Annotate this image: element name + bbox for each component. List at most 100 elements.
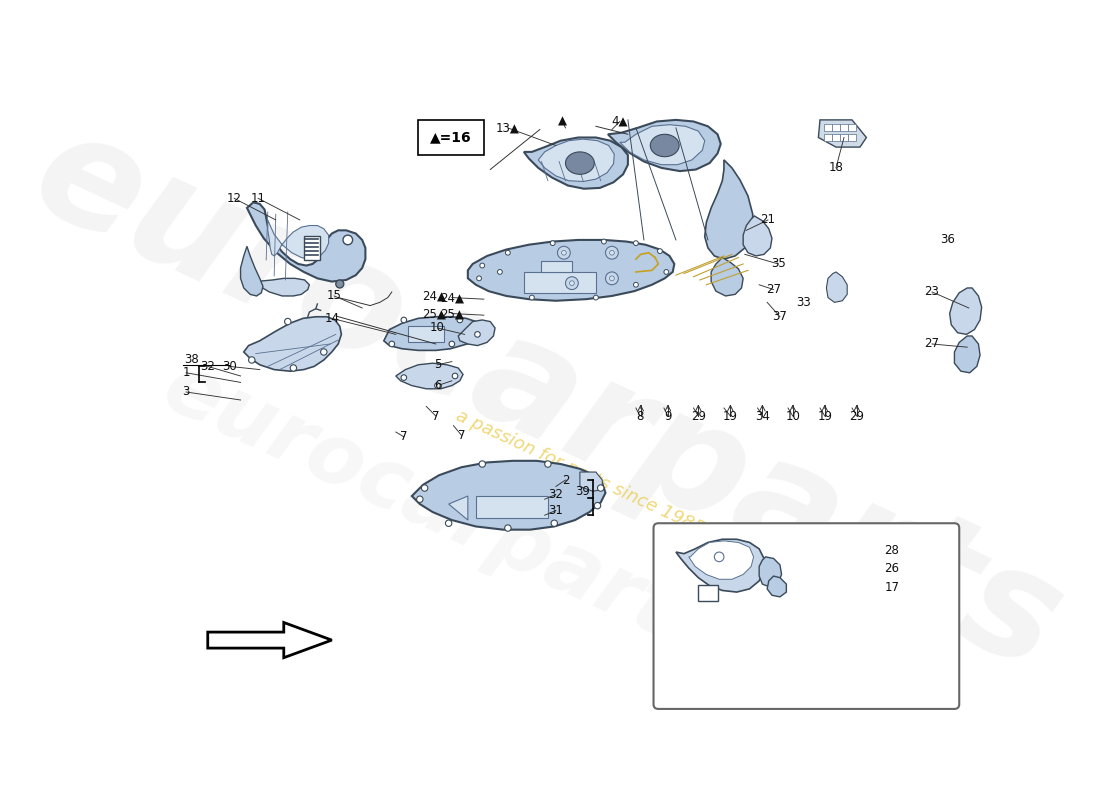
Polygon shape [267, 220, 329, 259]
Polygon shape [705, 160, 752, 259]
FancyBboxPatch shape [653, 523, 959, 709]
Circle shape [476, 276, 482, 281]
Circle shape [402, 374, 407, 380]
Polygon shape [304, 236, 320, 260]
Circle shape [421, 485, 428, 491]
Text: 25▲: 25▲ [440, 307, 464, 320]
Text: 28: 28 [884, 544, 900, 557]
Circle shape [594, 502, 601, 509]
Polygon shape [955, 336, 980, 373]
Text: 31: 31 [549, 504, 563, 517]
Polygon shape [384, 317, 484, 350]
Circle shape [597, 485, 604, 491]
Text: 8: 8 [636, 410, 644, 422]
Text: 25▲: 25▲ [422, 307, 447, 320]
Circle shape [506, 250, 510, 255]
Polygon shape [256, 278, 309, 296]
Circle shape [565, 277, 579, 290]
Text: 33: 33 [796, 296, 812, 309]
Circle shape [609, 276, 614, 281]
Circle shape [634, 282, 638, 287]
Polygon shape [538, 139, 614, 182]
Polygon shape [744, 216, 772, 256]
Circle shape [417, 496, 424, 502]
Circle shape [550, 241, 556, 246]
FancyBboxPatch shape [840, 134, 848, 141]
Polygon shape [476, 496, 548, 518]
FancyBboxPatch shape [418, 120, 484, 155]
Text: 24▲: 24▲ [440, 291, 464, 304]
Circle shape [544, 461, 551, 467]
Circle shape [602, 239, 606, 244]
Circle shape [505, 525, 512, 531]
Text: 29: 29 [849, 410, 865, 422]
Text: 4▲: 4▲ [612, 115, 628, 128]
Text: 24▲: 24▲ [422, 290, 447, 302]
Polygon shape [524, 272, 596, 293]
Polygon shape [818, 120, 867, 147]
Ellipse shape [565, 152, 594, 174]
Circle shape [497, 270, 503, 274]
Text: 26: 26 [884, 562, 900, 574]
FancyBboxPatch shape [840, 124, 848, 131]
Circle shape [434, 382, 440, 388]
Polygon shape [580, 472, 603, 491]
Text: 36: 36 [940, 234, 956, 246]
Polygon shape [408, 326, 443, 342]
Text: 7: 7 [400, 430, 408, 443]
Circle shape [456, 317, 463, 322]
Polygon shape [411, 461, 605, 530]
Circle shape [634, 241, 638, 246]
Text: 14: 14 [324, 312, 339, 325]
Text: 27: 27 [924, 338, 939, 350]
Circle shape [474, 331, 481, 337]
Text: eurocarparts: eurocarparts [12, 97, 1083, 703]
Polygon shape [949, 288, 981, 334]
Circle shape [480, 263, 485, 268]
Text: 9: 9 [664, 410, 672, 422]
Text: 37: 37 [772, 310, 788, 323]
Text: 2: 2 [562, 474, 569, 486]
Text: 12: 12 [227, 192, 242, 205]
Circle shape [605, 272, 618, 285]
FancyBboxPatch shape [833, 134, 839, 141]
FancyBboxPatch shape [824, 134, 832, 141]
Text: 23: 23 [925, 286, 939, 298]
Circle shape [452, 373, 458, 378]
Text: 18: 18 [828, 162, 844, 174]
Circle shape [551, 520, 558, 526]
Polygon shape [675, 539, 764, 592]
Text: 7: 7 [432, 410, 440, 422]
Circle shape [389, 341, 395, 346]
Text: 19: 19 [817, 410, 833, 422]
FancyBboxPatch shape [697, 585, 718, 601]
Text: ▲: ▲ [558, 115, 566, 128]
Text: 6: 6 [433, 379, 441, 392]
Text: 13▲: 13▲ [496, 122, 520, 134]
Polygon shape [396, 363, 463, 389]
Polygon shape [541, 261, 572, 272]
Text: 21: 21 [760, 214, 775, 226]
Text: 32: 32 [200, 360, 216, 373]
Circle shape [320, 349, 327, 355]
Text: 29: 29 [691, 410, 706, 422]
Text: 10: 10 [430, 322, 444, 334]
Text: 35: 35 [771, 258, 785, 270]
FancyBboxPatch shape [848, 134, 856, 141]
Text: 11: 11 [251, 192, 266, 205]
Polygon shape [826, 272, 847, 302]
Polygon shape [459, 320, 495, 346]
Polygon shape [208, 622, 332, 658]
Polygon shape [608, 120, 720, 171]
FancyBboxPatch shape [824, 124, 832, 131]
Polygon shape [767, 576, 786, 597]
Circle shape [664, 270, 669, 274]
Circle shape [570, 281, 574, 286]
Circle shape [561, 250, 566, 255]
Circle shape [605, 246, 618, 259]
Text: 5: 5 [433, 358, 441, 371]
Circle shape [402, 317, 407, 322]
Circle shape [285, 318, 292, 325]
Text: 1: 1 [183, 366, 190, 379]
Text: 19: 19 [723, 410, 738, 422]
